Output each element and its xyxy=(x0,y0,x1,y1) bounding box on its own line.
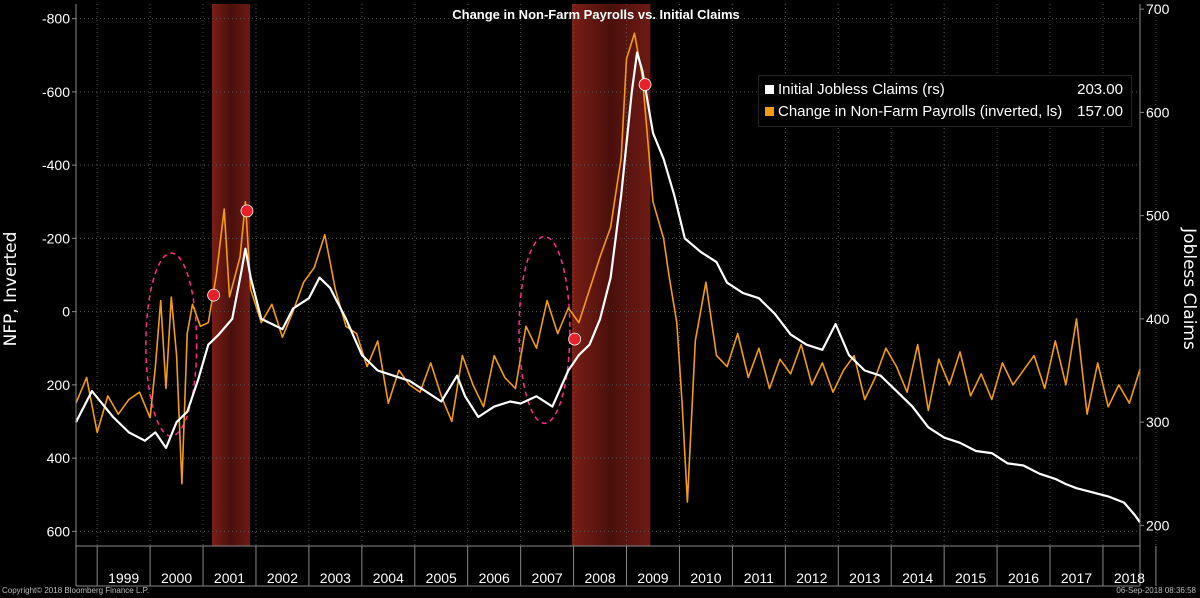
y-axis-right-label: Jobless Claims xyxy=(1179,227,1199,350)
rec-marker xyxy=(207,288,221,302)
y-right-tick-label: 200 xyxy=(1146,517,1170,533)
axes: -800 -600 -400 -200 0 200 400 600 200 300 400 500 60… xyxy=(42,1,1170,587)
y-left-tick-label: -800 xyxy=(42,11,70,27)
x-tick-label: 2005 xyxy=(426,570,457,586)
y-left-tick-label: 200 xyxy=(47,377,71,393)
x-tick-label: 2013 xyxy=(849,570,880,586)
y-left-tick-label: -600 xyxy=(42,84,70,100)
legend-label-nfp: Change in Non-Farm Payrolls (inverted, l… xyxy=(778,102,1063,120)
recession-band xyxy=(212,4,251,546)
y-right-tick-label: 600 xyxy=(1146,104,1170,120)
y-axis-left-label: NFP, Inverted xyxy=(1,232,21,347)
footer-timestamp: 06-Sep-2018 08:36:58 xyxy=(1116,586,1196,595)
rec-marker xyxy=(240,204,254,218)
y-right-tick-label: 700 xyxy=(1146,1,1170,17)
x-tick-label: 2008 xyxy=(584,570,615,586)
x-tick-label: 2004 xyxy=(373,570,404,586)
x-tick-label: 2001 xyxy=(214,570,245,586)
x-tick-label: 2012 xyxy=(796,570,827,586)
y-right-tick-label: 500 xyxy=(1146,208,1170,224)
x-tick-label: 2010 xyxy=(690,570,721,586)
footer-copyright: Copyright© 2018 Bloomberg Finance L.P. xyxy=(2,586,150,595)
rec-marker xyxy=(568,332,582,346)
x-tick-label: 2011 xyxy=(744,570,774,586)
legend: Initial Jobless Claims (rs) 203.00 Chang… xyxy=(758,75,1132,127)
series-line-nfp xyxy=(75,32,1141,503)
legend-swatch-claims xyxy=(765,84,774,94)
legend-swatch-nfp xyxy=(765,106,774,116)
recession-bands xyxy=(212,4,651,546)
chart-title: Change in Non-Farm Payrolls vs. Initial … xyxy=(452,7,740,22)
y-right-tick-label: 400 xyxy=(1146,311,1170,327)
x-tick-label: 2000 xyxy=(161,570,192,586)
series-line-claims xyxy=(75,51,1141,523)
y-right-tick-label: 300 xyxy=(1146,414,1170,430)
series-lines xyxy=(75,32,1141,523)
x-tick-label: 2016 xyxy=(1008,570,1039,586)
legend-item-claims: Initial Jobless Claims (rs) 203.00 xyxy=(765,79,1123,99)
legend-value-claims: 203.00 xyxy=(1077,80,1123,98)
legend-item-nfp: Change in Non-Farm Payrolls (inverted, l… xyxy=(765,101,1123,121)
grid xyxy=(76,4,1157,546)
y-left-tick-label: 600 xyxy=(47,523,71,539)
x-tick-label: 2018 xyxy=(1114,570,1145,586)
x-tick-label: 1999 xyxy=(108,570,139,586)
x-tick-label: 2015 xyxy=(955,570,986,586)
x-tick-label: 2002 xyxy=(267,570,298,586)
highlight-ellipse xyxy=(518,235,571,425)
legend-label-claims: Initial Jobless Claims (rs) xyxy=(778,80,945,98)
x-tick-label: 2007 xyxy=(532,570,563,586)
y-left-tick-label: -200 xyxy=(42,230,70,246)
x-tick-label: 2003 xyxy=(320,570,351,586)
x-tick-label: 2017 xyxy=(1061,570,1092,586)
recession-markers xyxy=(207,78,652,346)
legend-value-nfp: 157.00 xyxy=(1077,102,1123,120)
x-tick-label: 2014 xyxy=(902,570,933,586)
x-tick-label: 2006 xyxy=(479,570,510,586)
y-left-tick-label: 400 xyxy=(47,450,71,466)
y-left-tick-label: -400 xyxy=(42,157,70,173)
x-tick-label: 2009 xyxy=(637,570,668,586)
rec-marker xyxy=(638,78,652,91)
y-left-tick-label: 0 xyxy=(62,304,70,320)
